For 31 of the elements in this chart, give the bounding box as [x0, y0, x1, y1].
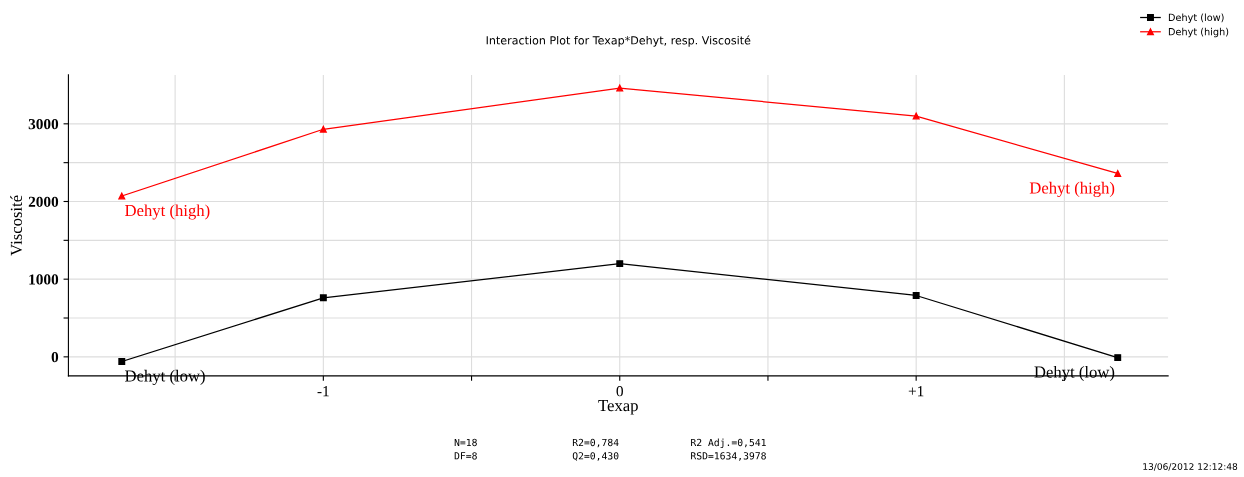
x-axis-title: Texap	[598, 400, 638, 415]
y-tick-label: 1000	[29, 274, 59, 285]
point	[319, 125, 327, 133]
text: N=18	[454, 438, 477, 447]
text: Dehyt (high)	[125, 204, 210, 220]
text: R2=0,784	[572, 438, 619, 448]
text: Q2=0,430	[572, 452, 619, 461]
point	[616, 260, 624, 268]
point	[1114, 354, 1122, 362]
x-tick-label: -1	[317, 386, 329, 397]
text: R2 Adj.=0,541	[691, 438, 766, 449]
x-tick-label: +1	[908, 386, 924, 397]
text: Dehyt (high)	[1029, 181, 1115, 198]
legend-label: Dehyt (low)	[1168, 13, 1224, 23]
point	[912, 112, 920, 120]
y-tick-label: 3000	[28, 118, 59, 130]
text: RSD=1634,3978	[691, 452, 766, 461]
point	[616, 84, 624, 92]
point	[118, 192, 126, 200]
text: DF=8	[454, 452, 477, 460]
y-axis-title: Viscosité	[10, 195, 23, 256]
point	[912, 292, 920, 299]
y-tick-label: 0	[51, 351, 59, 363]
x-tick-label: 0	[616, 386, 623, 397]
point	[319, 294, 327, 302]
y-tick-label: 2000	[28, 196, 59, 207]
point	[1114, 170, 1122, 178]
chart-title: Interaction Plot for Texap*Dehyt, resp. Viscosité	[486, 35, 751, 47]
point	[118, 358, 126, 365]
legend-label: Dehyt (high)	[1168, 27, 1229, 38]
text: 13/06/2012 12:12:48	[1143, 463, 1238, 471]
